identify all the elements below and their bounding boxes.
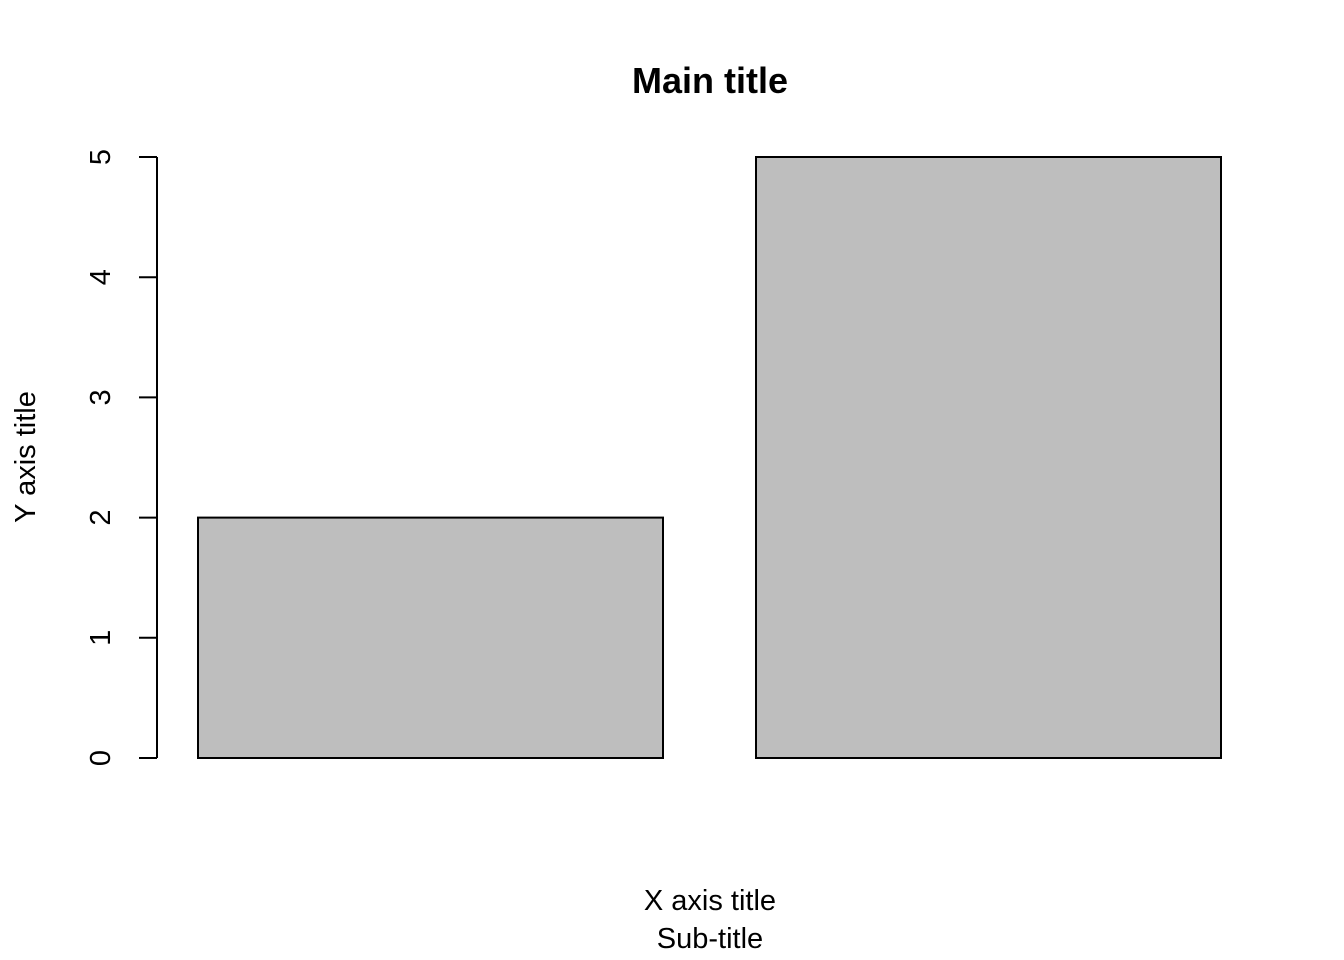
x-axis-title: X axis title	[644, 885, 776, 917]
y-tick-label-1: 1	[85, 630, 117, 646]
plot-area	[197, 156, 1222, 759]
chart-subtitle: Sub-title	[657, 923, 763, 955]
y-axis: 0 1 2 3 4 5	[85, 149, 158, 766]
bar-2	[755, 156, 1222, 759]
y-tick-label-2: 2	[85, 510, 117, 526]
chart-title: Main title	[632, 60, 788, 101]
bar-1	[197, 516, 664, 759]
y-tick-label-0: 0	[85, 750, 117, 766]
y-tick-label-4: 4	[85, 269, 117, 285]
y-tick-label-3: 3	[85, 389, 117, 405]
y-axis-title: Y axis title	[10, 391, 42, 523]
y-tick-label-5: 5	[85, 149, 117, 165]
